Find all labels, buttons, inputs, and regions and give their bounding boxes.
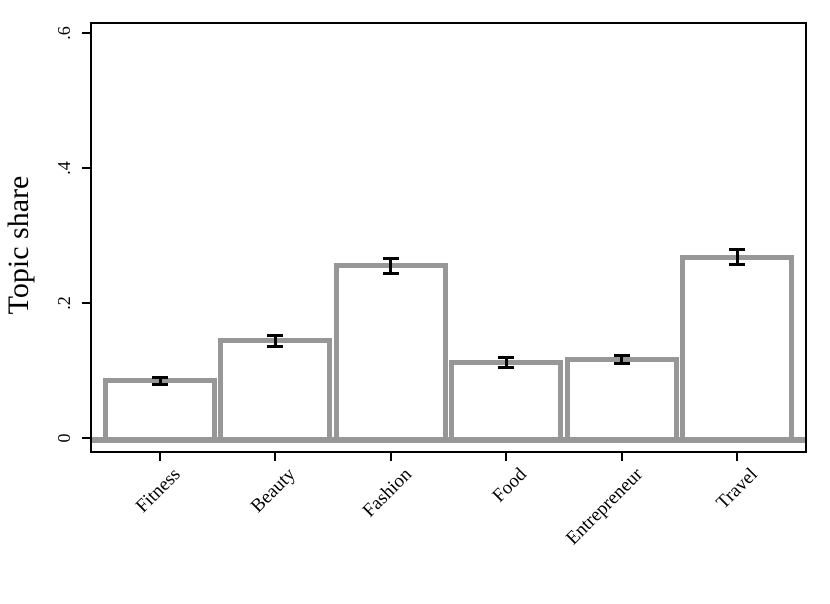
error-bar-cap-bottom [498,366,514,369]
bar-food [449,360,563,443]
error-bar-line [274,335,277,347]
error-bar-cap-bottom [614,362,630,365]
x-tick-mark [274,453,276,461]
error-bar-line [389,258,392,274]
y-tick-mark [82,437,90,439]
plot-area [90,22,807,453]
x-category-label: Beauty [246,464,300,517]
zero-baseline [92,437,805,443]
x-category-label: Entrepreneur [561,464,647,549]
y-tick-label: 0 [54,433,74,443]
y-tick-mark [82,302,90,304]
error-bar-line [736,249,739,265]
y-tick-label: .2 [54,296,74,310]
error-bar-cap-top [498,356,514,359]
bar-fitness [103,378,217,443]
x-tick-mark [505,453,507,461]
error-bar-cap-bottom [152,383,168,386]
y-tick-mark [82,32,90,34]
error-bar-cap-top [267,334,283,337]
error-bar-cap-top [383,257,399,260]
bar-travel [680,255,794,443]
bar-fashion [334,263,448,443]
bar-entrepreneur [565,357,679,443]
error-bar-cap-top [729,248,745,251]
y-axis-title: Topic share [2,175,35,315]
error-bar-cap-top [152,376,168,379]
error-bar-line [505,357,508,368]
y-tick-mark [82,167,90,169]
x-tick-mark [159,453,161,461]
x-category-label: Fashion [358,464,416,522]
y-tick-label: .6 [54,26,74,40]
error-bar-cap-top [614,354,630,357]
x-tick-mark [736,453,738,461]
error-bar-line [159,377,162,385]
x-category-label: Travel [712,464,762,514]
bar-beauty [218,338,332,443]
x-tick-mark [390,453,392,461]
x-tick-mark [621,453,623,461]
error-bar-cap-bottom [383,272,399,275]
x-category-label: Fitness [131,464,185,517]
error-bar-line [620,355,623,364]
error-bar-cap-bottom [729,263,745,266]
y-tick-label: .4 [54,161,74,175]
x-category-label: Food [488,464,531,507]
error-bar-cap-bottom [267,345,283,348]
